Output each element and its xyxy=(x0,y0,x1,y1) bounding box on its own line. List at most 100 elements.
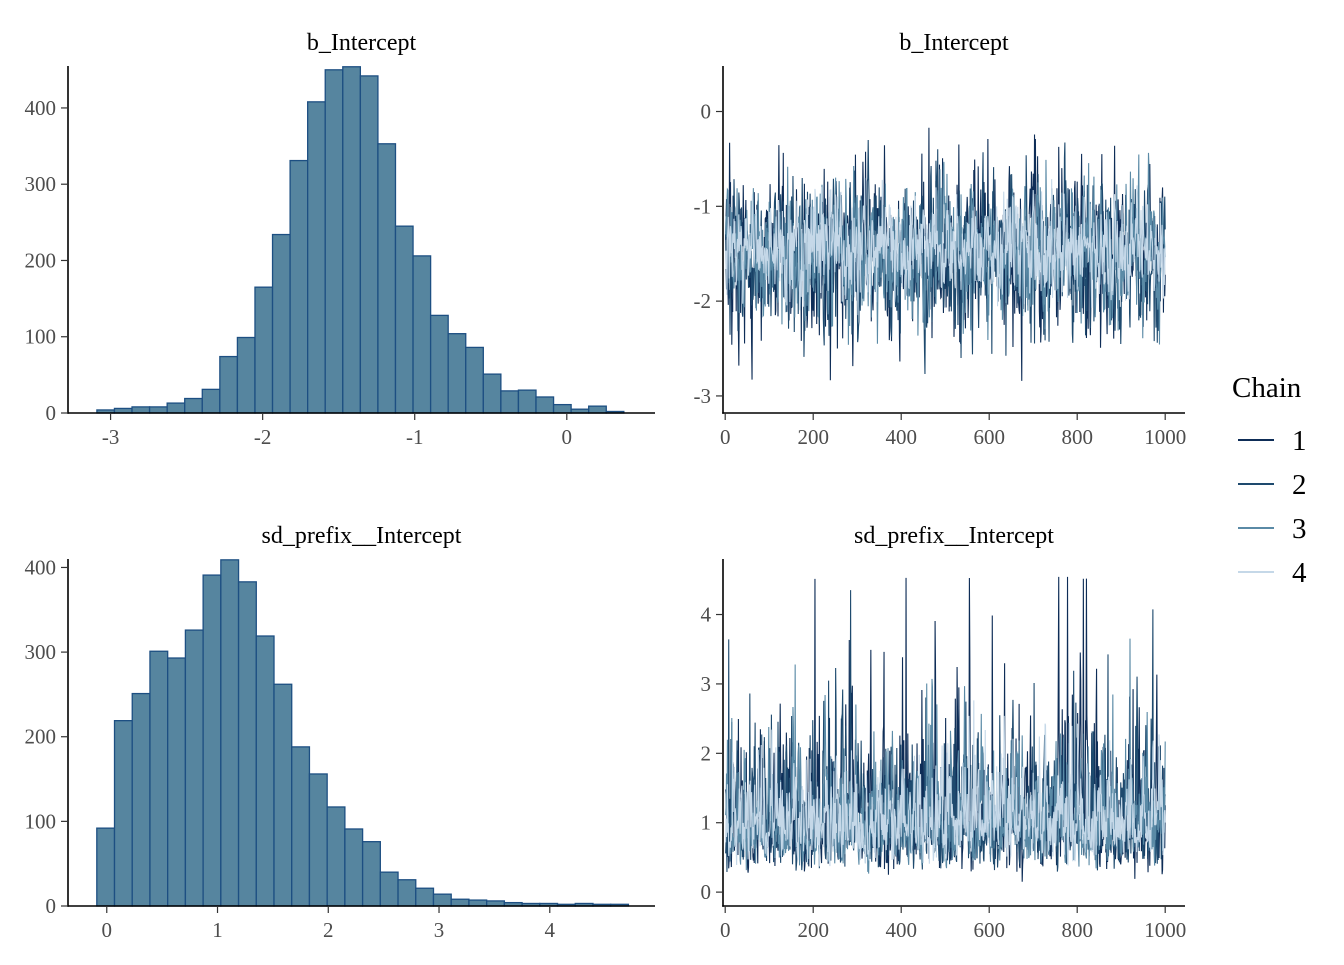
axes: 0 200 400 600 800 1000 0 1 2 3 4 xyxy=(701,559,1186,942)
x-tick-label: 0 xyxy=(102,918,113,942)
trace-line-chain-4 xyxy=(725,700,1166,867)
histogram-bar xyxy=(412,255,432,414)
legend-item-chain-2: 2 xyxy=(1238,469,1307,501)
x-tick-label: 2 xyxy=(323,918,334,942)
histogram-bar xyxy=(271,233,291,414)
histogram-bar xyxy=(482,373,502,414)
histogram-bar xyxy=(359,75,379,414)
histogram-bar xyxy=(361,841,381,907)
histogram-bar xyxy=(344,828,364,907)
histogram-bar xyxy=(148,406,168,414)
x-tick-label: 200 xyxy=(797,425,829,449)
histogram-bar xyxy=(167,657,187,907)
legend-title: Chain xyxy=(1232,372,1302,404)
histogram-bar xyxy=(131,406,151,414)
histogram-bar xyxy=(500,390,520,414)
legend-label: 3 xyxy=(1292,513,1307,545)
x-tick-label: 0 xyxy=(562,425,573,449)
y-tick-label: 3 xyxy=(701,672,712,696)
x-tick-label: 3 xyxy=(434,918,445,942)
panel-bottom-left: sd_prefix__Intercept 0 1 2 3 4 0 100 200 300 400 xyxy=(25,523,655,942)
histogram-bar xyxy=(184,629,204,907)
x-tick-label: 0 xyxy=(720,425,731,449)
histogram-bar xyxy=(432,893,452,907)
histogram-bar xyxy=(308,773,328,907)
x-tick-label: 1000 xyxy=(1144,425,1186,449)
panel-bottom-right: sd_prefix__Intercept 0 200 400 600 800 1000 0 1 2… xyxy=(701,523,1187,942)
histogram-bar xyxy=(220,559,240,907)
x-tick-label: 4 xyxy=(545,918,556,942)
histogram-bar xyxy=(429,314,449,414)
x-tick-label: 0 xyxy=(720,918,731,942)
histogram-bar xyxy=(465,346,484,414)
legend-label: 1 xyxy=(1292,425,1307,457)
axes: 0 1 2 3 4 0 100 200 300 400 xyxy=(25,555,655,942)
x-tick-label: -2 xyxy=(254,425,272,449)
histogram-bar xyxy=(588,405,607,414)
histogram-bar xyxy=(342,66,362,414)
histogram-bar xyxy=(254,286,274,414)
histogram-bar xyxy=(113,720,133,907)
histogram-bar xyxy=(201,388,221,414)
x-tick-label: 1000 xyxy=(1144,918,1186,942)
y-tick-label: -1 xyxy=(694,194,712,218)
histogram-bar xyxy=(184,397,203,414)
y-tick-label: 0 xyxy=(46,894,57,918)
histogram-bar xyxy=(394,225,414,414)
panel-title: sd_prefix__Intercept xyxy=(262,523,462,549)
histogram-bar xyxy=(326,806,346,907)
histogram-bar xyxy=(415,887,435,907)
x-tick-label: 600 xyxy=(973,918,1005,942)
legend: Chain 1 2 3 4 xyxy=(1232,372,1307,589)
y-tick-label: 0 xyxy=(701,880,712,904)
y-tick-label: -2 xyxy=(694,289,712,313)
histogram-bar xyxy=(377,143,397,414)
x-tick-label: 1 xyxy=(212,918,223,942)
legend-label: 4 xyxy=(1292,557,1307,589)
panel-top-right: b_Intercept 0 200 400 600 800 1000 -3 -2 -1 0 xyxy=(694,30,1187,449)
x-tick-label: 800 xyxy=(1061,425,1093,449)
y-tick-label: 400 xyxy=(25,96,57,120)
y-tick-label: 0 xyxy=(701,100,712,124)
histogram-bar xyxy=(255,635,275,907)
x-tick-label: -3 xyxy=(102,425,120,449)
y-tick-label: 300 xyxy=(25,172,57,196)
histogram-bar xyxy=(468,899,488,907)
histogram-bar xyxy=(552,403,572,414)
histogram-bar xyxy=(237,581,257,907)
legend-item-chain-4: 4 xyxy=(1238,557,1307,589)
histogram-bar xyxy=(202,574,222,907)
legend-items: 1 2 3 4 xyxy=(1238,425,1307,589)
histogram-bar xyxy=(273,683,293,907)
x-tick-label: 400 xyxy=(885,918,917,942)
panel-title: sd_prefix__Intercept xyxy=(854,523,1054,549)
y-tick-label: 300 xyxy=(25,640,57,664)
histogram-bar xyxy=(291,746,311,907)
x-tick-label: 800 xyxy=(1061,918,1093,942)
histogram-bars xyxy=(96,66,625,414)
histogram-bar xyxy=(535,396,555,414)
trace-lines xyxy=(725,576,1166,882)
axes: -3 -2 -1 0 0 100 200 300 400 xyxy=(25,66,655,449)
axes: 0 200 400 600 800 1000 -3 -2 -1 0 xyxy=(694,66,1186,449)
histogram-bar xyxy=(450,898,470,907)
histogram-bars xyxy=(96,559,630,907)
y-tick-label: 400 xyxy=(25,555,57,579)
y-tick-label: 1 xyxy=(701,811,712,835)
y-tick-label: 0 xyxy=(46,401,57,425)
y-tick-label: 100 xyxy=(25,325,57,349)
panel-top-left: b_Intercept -3 -2 -1 0 0 100 200 300 400 xyxy=(25,30,655,449)
x-tick-label: 200 xyxy=(797,918,829,942)
y-tick-label: 200 xyxy=(25,248,57,272)
histogram-bar xyxy=(166,402,186,414)
histogram-bar xyxy=(447,333,467,414)
panel-title: b_Intercept xyxy=(899,30,1009,56)
histogram-bar xyxy=(149,650,169,907)
x-tick-label: 600 xyxy=(973,425,1005,449)
x-tick-label: -1 xyxy=(406,425,424,449)
y-tick-label: 2 xyxy=(701,741,712,765)
legend-label: 2 xyxy=(1292,469,1307,501)
histogram-bar xyxy=(289,159,309,414)
